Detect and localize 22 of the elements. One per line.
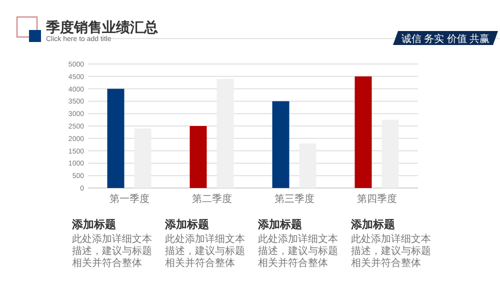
text: 此处添加详细文本描述，建议与标题相关并符合整体 <box>351 233 431 269</box>
bar <box>299 143 316 188</box>
x-tick-label: 第三季度 <box>274 193 314 205</box>
text: 诚信 务实 价值 共赢 <box>401 33 490 45</box>
bar <box>134 128 152 188</box>
text: 此处添加详细文本描述，建议与标题相关并符合整体 <box>258 233 338 269</box>
text: 添加标题 <box>350 218 395 231</box>
text: 添加标题 <box>164 218 209 231</box>
x-tick-label: 第四季度 <box>356 193 397 205</box>
bar <box>272 101 290 188</box>
bar <box>354 76 372 188</box>
x-tick-label: 第一季度 <box>109 193 150 205</box>
x-tick-label: 第二季度 <box>192 193 232 205</box>
text: 此处添加详细文本描述，建议与标题相关并符合整体 <box>165 233 245 269</box>
bar <box>382 120 399 188</box>
text: 添加标题 <box>71 218 116 231</box>
bar <box>216 78 234 188</box>
text: 此处添加详细文本描述，建议与标题相关并符合整体 <box>72 233 152 269</box>
bar <box>190 126 207 188</box>
text: 添加标题 <box>257 218 302 231</box>
bar <box>107 88 124 188</box>
chart-title: 季度销售业绩汇总 <box>45 19 158 35</box>
